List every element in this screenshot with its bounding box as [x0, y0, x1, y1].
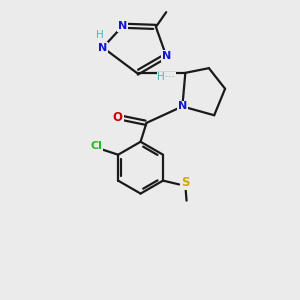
Text: N: N [178, 101, 187, 111]
Text: H···: H··· [157, 72, 175, 82]
Text: O: O [112, 110, 123, 124]
Text: H: H [96, 30, 104, 40]
Text: N: N [118, 21, 128, 31]
Text: Cl: Cl [90, 142, 102, 152]
Text: N: N [162, 51, 171, 61]
Text: N: N [98, 43, 107, 52]
Text: S: S [181, 176, 189, 190]
